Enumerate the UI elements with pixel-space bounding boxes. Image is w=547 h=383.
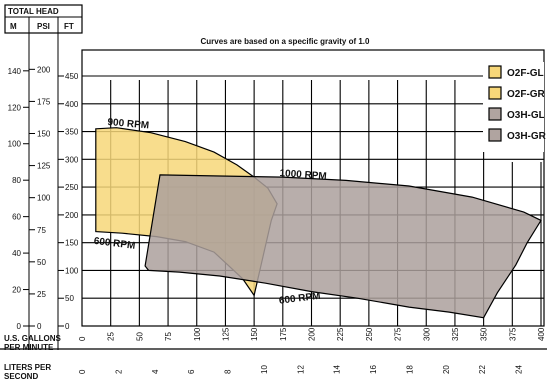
lps-tick-label: 8 [224, 369, 233, 374]
speed-label: 900 RPM [107, 117, 149, 132]
header-col-m: M [10, 22, 17, 31]
x-label-lps-2: SECOND [4, 372, 38, 381]
speed-label: 600 RPM [278, 291, 321, 307]
y-axis-psi: 0 25 50 75 100 125 150 175 200 [29, 65, 51, 331]
gpm-tick-label: 225 [336, 327, 345, 341]
lps-tick-label: 0 [78, 369, 87, 374]
gpm-tick-label: 150 [250, 327, 259, 341]
ft-tick-label: 150 [65, 239, 79, 248]
gpm-tick-label: 25 [107, 332, 116, 341]
psi-tick-label: 25 [37, 290, 46, 299]
x-axis-gpm: 0 25 50 75 100 125 150 175 200 225 250 275 300 325 350… [78, 327, 546, 341]
gpm-tick-label: 400 [537, 327, 546, 341]
x-label-gpm-2: PER MINUTE [4, 343, 54, 352]
ft-tick-label: 450 [65, 72, 79, 81]
gpm-tick-label: 250 [365, 327, 374, 341]
legend-label: O2F-GL [507, 68, 544, 79]
x-label-lps-1: LITERS PER [4, 363, 51, 372]
legend-label: O3H-GL [507, 110, 545, 121]
lps-tick-label: 12 [296, 365, 305, 374]
ft-tick-label: 400 [65, 100, 79, 109]
legend: O2F-GL O2F-GR O3H-GL O3H-GR [483, 62, 547, 152]
gpm-tick-label: 0 [78, 336, 87, 341]
m-tick-label: 0 [17, 322, 22, 331]
lps-tick-label: 2 [114, 369, 123, 374]
m-tick-label: 60 [12, 213, 21, 222]
ft-tick-label: 300 [65, 155, 79, 164]
gpm-tick-label: 375 [508, 327, 517, 341]
legend-label: O3H-GR [507, 131, 547, 142]
gpm-tick-label: 300 [422, 327, 431, 341]
legend-swatch [488, 128, 502, 142]
psi-tick-label: 100 [37, 194, 51, 203]
ft-tick-label: 100 [65, 266, 79, 275]
lps-tick-label: 16 [369, 365, 378, 374]
m-tick-label: 20 [12, 286, 21, 295]
performance-regions [95, 127, 542, 319]
header-box: TOTAL HEAD M PSI FT [4, 4, 83, 34]
region-o3h [144, 174, 542, 319]
header-total-head: TOTAL HEAD [8, 7, 59, 16]
m-tick-label: 140 [8, 67, 22, 76]
x-label-gpm-1: U.S. GALLONS [4, 334, 62, 343]
speed-label: 1000 RPM [279, 168, 327, 182]
header-col-ft: FT [64, 22, 74, 31]
m-tick-label: 120 [8, 103, 22, 112]
gpm-tick-label: 275 [394, 327, 403, 341]
m-tick-label: 100 [8, 140, 22, 149]
lps-tick-label: 18 [405, 365, 414, 374]
lps-tick-label: 6 [187, 369, 196, 374]
gpm-tick-label: 125 [221, 327, 230, 341]
ft-tick-label: 0 [65, 322, 70, 331]
m-tick-label: 40 [12, 249, 21, 258]
chart-title: Curves are based on a specific gravity o… [201, 37, 371, 46]
psi-tick-label: 75 [37, 226, 46, 235]
gpm-tick-label: 200 [308, 327, 317, 341]
psi-tick-label: 125 [37, 162, 51, 171]
lps-tick-label: 10 [260, 365, 269, 374]
gpm-tick-label: 100 [193, 327, 202, 341]
curve-labels: 900 RPM 1000 RPM 600 RPM 600 RPM [93, 117, 327, 307]
psi-tick-label: 0 [37, 322, 42, 331]
lps-tick-label: 24 [515, 365, 524, 374]
lps-tick-label: 20 [442, 365, 451, 374]
y-axis-ft: 0 50 100 150 200 250 300 350 400 450 [58, 72, 79, 331]
psi-tick-label: 150 [37, 130, 51, 139]
lps-tick-label: 22 [478, 365, 487, 374]
m-tick-label: 80 [12, 176, 21, 185]
gpm-tick-label: 75 [164, 332, 173, 341]
psi-tick-label: 200 [37, 65, 51, 74]
gpm-tick-label: 350 [480, 327, 489, 341]
gpm-tick-label: 325 [451, 327, 460, 341]
psi-tick-label: 50 [37, 258, 46, 267]
header-frame [4, 4, 83, 34]
plot-frame [81, 49, 545, 327]
psi-tick-label: 175 [37, 97, 51, 106]
ft-tick-label: 350 [65, 128, 79, 137]
speed-label: 600 RPM [93, 236, 136, 252]
gpm-tick-label: 50 [135, 332, 144, 341]
gpm-tick-label: 175 [279, 327, 288, 341]
lps-tick-label: 4 [151, 369, 160, 374]
legend-swatch [488, 107, 502, 121]
ft-tick-label: 200 [65, 211, 79, 220]
legend-swatch [488, 65, 502, 79]
ft-tick-label: 250 [65, 183, 79, 192]
ft-tick-label: 50 [65, 294, 74, 303]
x-axis-lps: 0 2 4 6 8 10 12 14 16 18 20 22 24 [78, 365, 524, 374]
lps-tick-label: 14 [333, 365, 342, 374]
legend-label: O2F-GR [507, 89, 546, 100]
header-col-psi: PSI [37, 22, 50, 31]
y-axis-m: 0 20 40 60 80 100 120 140 [8, 67, 29, 331]
legend-swatch [488, 86, 502, 100]
